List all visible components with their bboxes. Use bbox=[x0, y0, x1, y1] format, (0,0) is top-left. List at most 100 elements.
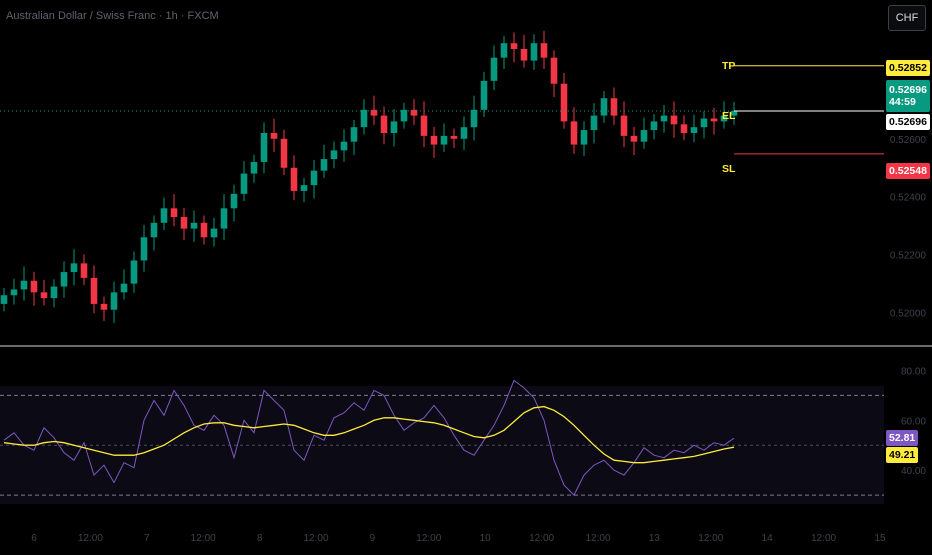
time-axis-label: 14 bbox=[762, 533, 774, 544]
candle-body bbox=[10, 289, 18, 296]
el-price-tag: 0.52696 bbox=[886, 114, 930, 130]
candle-body bbox=[380, 115, 388, 133]
candle-body bbox=[370, 109, 378, 116]
price-axis-label: 0.52600 bbox=[890, 135, 927, 146]
candle-body bbox=[0, 295, 8, 304]
candle-body bbox=[500, 43, 508, 58]
candle-body bbox=[670, 115, 678, 125]
candle-body bbox=[200, 222, 208, 238]
candle-body bbox=[340, 141, 348, 151]
candle-body bbox=[110, 292, 118, 310]
rsi-axis-label: 80.00 bbox=[901, 366, 926, 377]
candle-body bbox=[100, 303, 108, 310]
time-axis-label: 7 bbox=[144, 533, 150, 544]
candle-body bbox=[510, 43, 518, 49]
sl-price-tag: 0.52548 bbox=[886, 163, 930, 179]
candle-body bbox=[580, 130, 588, 145]
candle-body bbox=[480, 80, 488, 110]
candle-body bbox=[90, 277, 98, 304]
candle-body bbox=[50, 286, 58, 299]
rsi-value-badge: 52.81 bbox=[886, 430, 918, 446]
candle-body bbox=[520, 48, 528, 61]
candle-body bbox=[120, 283, 128, 293]
time-axis-label: 12:00 bbox=[811, 533, 836, 544]
candle-body bbox=[290, 167, 298, 191]
candle-body bbox=[550, 57, 558, 84]
candle-body bbox=[230, 193, 238, 209]
rsi-pane: 80.00 60.00 40.00 bbox=[0, 366, 926, 496]
candle-body bbox=[700, 118, 708, 128]
candle-body bbox=[640, 130, 648, 142]
candle-body bbox=[680, 124, 688, 133]
time-axis-label: 12:00 bbox=[303, 533, 328, 544]
candle-body bbox=[240, 173, 248, 194]
candle-body bbox=[730, 110, 738, 116]
candle-body bbox=[30, 280, 38, 293]
time-axis-label: 6 bbox=[31, 533, 37, 544]
candle-body bbox=[60, 272, 68, 287]
candle-body bbox=[360, 109, 368, 128]
candle-body bbox=[130, 260, 138, 284]
tp-label: TP bbox=[722, 60, 736, 72]
candle-body bbox=[70, 263, 78, 273]
candle-body bbox=[690, 127, 698, 133]
price-axis-label: 0.52400 bbox=[890, 193, 927, 204]
time-axis-label: 12:00 bbox=[78, 533, 103, 544]
time-axis-label: 12:00 bbox=[698, 533, 723, 544]
price-axis-label: 0.52200 bbox=[890, 251, 927, 262]
time-axis-label: 15 bbox=[874, 533, 886, 544]
candle-body bbox=[460, 127, 468, 139]
candle-body bbox=[330, 150, 338, 160]
candle-body bbox=[260, 132, 268, 162]
candle-body bbox=[220, 208, 228, 229]
price-axis[interactable]: 0.52600 0.52400 0.52200 0.52000 bbox=[890, 135, 927, 320]
candle-body bbox=[570, 121, 578, 145]
rsi-ma-value-badge: 49.21 bbox=[886, 447, 918, 463]
time-axis-label: 8 bbox=[257, 533, 263, 544]
candle-body bbox=[40, 292, 48, 299]
candle-body bbox=[80, 263, 88, 278]
time-axis[interactable]: 6 12:00 7 12:00 8 12:00 9 12:00 10 12:00 12:00 13 12… bbox=[31, 533, 886, 544]
time-axis-label: 12:00 bbox=[416, 533, 441, 544]
currency-button[interactable]: CHF bbox=[888, 5, 926, 31]
candle-body bbox=[420, 115, 428, 136]
candle-body bbox=[710, 118, 718, 122]
rsi-ma-line bbox=[3, 405, 735, 464]
candle-body bbox=[450, 135, 458, 139]
last-price-tag: 0.52696 44:59 bbox=[886, 80, 930, 112]
candle-body bbox=[540, 43, 548, 58]
candle-body bbox=[250, 161, 258, 174]
time-axis-label: 12:00 bbox=[529, 533, 554, 544]
candle-body bbox=[210, 228, 218, 238]
candle-body bbox=[530, 43, 538, 61]
time-axis-label: 13 bbox=[649, 533, 661, 544]
candle-body bbox=[20, 280, 28, 290]
candle-body bbox=[490, 57, 498, 81]
candle-body bbox=[310, 170, 318, 186]
candle-body bbox=[190, 222, 198, 229]
el-label: EL bbox=[722, 110, 736, 122]
candles bbox=[0, 30, 738, 324]
candle-body bbox=[180, 217, 188, 229]
candle-body bbox=[620, 115, 628, 136]
rsi-band-background bbox=[0, 386, 884, 504]
time-axis-label: 12:00 bbox=[191, 533, 216, 544]
time-axis-label: 12:00 bbox=[585, 533, 610, 544]
candle-body bbox=[600, 98, 608, 116]
rsi-line bbox=[3, 379, 735, 496]
candle-body bbox=[410, 109, 418, 116]
trade-levels bbox=[0, 65, 884, 155]
candle-body bbox=[400, 109, 408, 122]
candle-body bbox=[590, 115, 598, 131]
candle-body bbox=[650, 121, 658, 131]
candle-body bbox=[720, 115, 728, 122]
candle-body bbox=[560, 83, 568, 122]
rsi-axis-label: 40.00 bbox=[901, 466, 926, 477]
sl-label: SL bbox=[722, 163, 736, 175]
candle-body bbox=[660, 115, 668, 122]
candle-body bbox=[390, 121, 398, 133]
candle-body bbox=[320, 159, 328, 171]
bar-countdown: 44:59 bbox=[889, 96, 916, 108]
